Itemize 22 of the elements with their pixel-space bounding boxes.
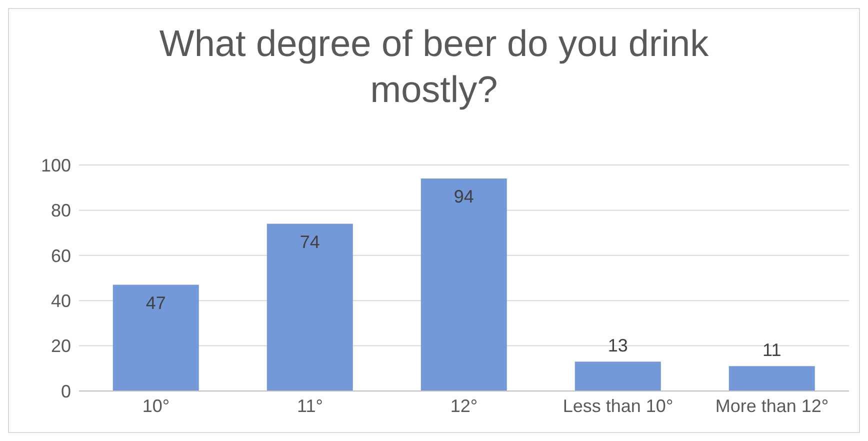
chart-title: What degree of beer do you drink mostly? [158,22,710,112]
x-tick-label: Less than 10° [562,396,674,416]
bar [728,366,815,391]
bar [420,178,507,391]
y-tick-label: 20 [50,336,71,356]
y-tick-label: 40 [50,290,71,311]
y-tick-label: 100 [40,155,71,176]
data-label: 94 [454,186,474,207]
data-label: 47 [146,292,166,313]
data-label: 13 [608,336,628,356]
x-tick-label: 12° [450,396,478,416]
y-tick-label: 80 [50,200,71,221]
x-tick-label: More than 12° [715,396,829,416]
bar [112,284,199,391]
data-label: 74 [300,232,320,252]
x-tick-label: 10° [142,396,170,416]
x-tick-label: 11° [297,396,323,416]
bar [574,362,661,391]
y-tick-label: 0 [60,381,71,402]
data-label: 11 [762,340,782,360]
y-tick-label: 60 [50,246,71,266]
bar [266,224,353,391]
